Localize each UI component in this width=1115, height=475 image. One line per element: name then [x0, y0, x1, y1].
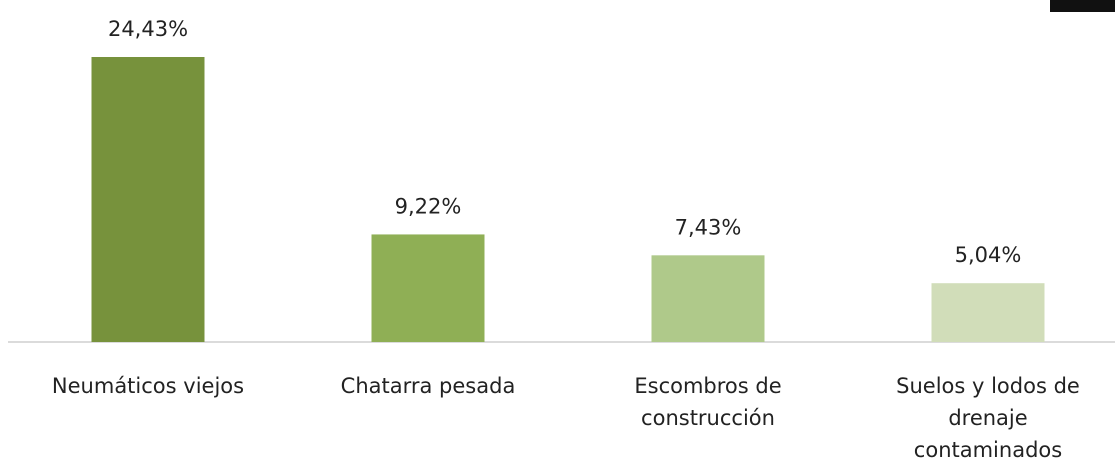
bar: [651, 255, 765, 342]
corner-block: [1050, 0, 1115, 12]
bar: [931, 283, 1045, 342]
x-tick-label: Neumáticos viejos: [51, 374, 245, 398]
data-label: 24,43%: [108, 17, 188, 41]
bar: [371, 234, 485, 342]
x-tick-label: Suelos y lodos de drenaje contaminados: [896, 374, 1080, 462]
data-label: 7,43%: [675, 215, 742, 239]
x-tick-label: Escombros de construcción: [634, 374, 782, 430]
bar: [91, 57, 205, 342]
data-label: 5,04%: [955, 243, 1022, 267]
data-label: 9,22%: [395, 194, 462, 218]
x-tick-label: Chatarra pesada: [340, 374, 516, 398]
